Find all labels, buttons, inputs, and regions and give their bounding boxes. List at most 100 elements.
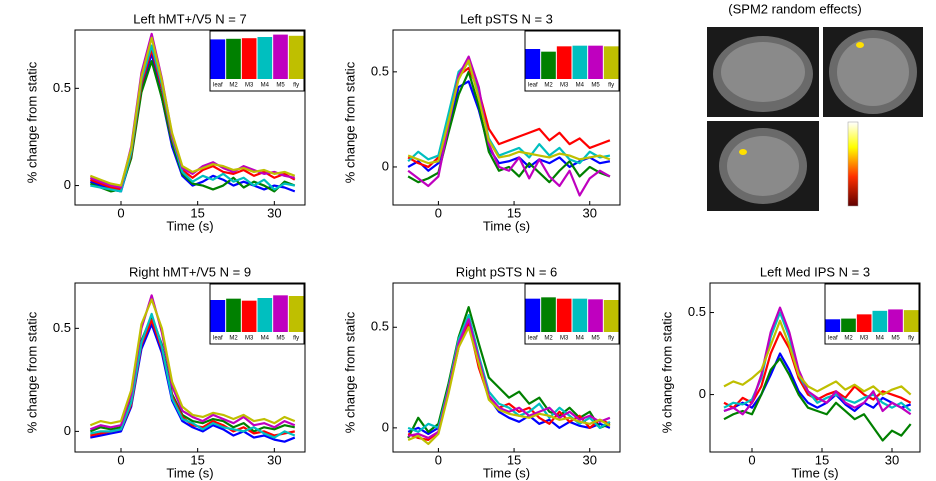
series-line <box>407 55 611 197</box>
x-axis-label: Time (s) <box>483 465 530 480</box>
inset-label: leaf <box>528 83 538 89</box>
inset-label: M5 <box>891 336 900 342</box>
series-line <box>723 331 912 409</box>
chart-panel: Right hMT+/V5 N = 9 Time (s) % change from… <box>24 264 306 480</box>
chart-title: Right pSTS N = 6 <box>456 264 558 279</box>
inset-label: M4 <box>576 83 585 89</box>
inset-label: M2 <box>229 83 238 89</box>
x-tick-label: 30 <box>885 452 899 467</box>
series-line <box>723 357 912 442</box>
inset-bar <box>257 298 273 332</box>
y-axis-label: % change from static <box>659 311 674 433</box>
x-tick-label: 0 <box>435 205 442 220</box>
inset-bar <box>226 298 241 332</box>
x-axis-label: Time (s) <box>166 465 213 480</box>
inset-label: M4 <box>261 83 270 89</box>
inset-bar <box>210 300 226 332</box>
y-tick-label: 0.5 <box>371 319 389 334</box>
y-axis-label: % change from static <box>24 311 39 433</box>
x-tick-label: 30 <box>267 205 281 220</box>
brain-panel: (SPM2 random effects) <box>707 1 923 211</box>
inset-label: M4 <box>576 336 585 342</box>
plot-border <box>74 282 306 453</box>
inset-label: M4 <box>261 336 270 342</box>
x-tick-label: 30 <box>582 205 596 220</box>
plot-border <box>709 282 921 453</box>
inset-bar <box>825 319 841 332</box>
inset-bar <box>241 300 257 332</box>
panel-title: (SPM2 random effects) <box>728 1 861 16</box>
x-tick-label: 15 <box>190 452 204 467</box>
chart-panel: Left pSTS N = 3 Time (s) % change from sta… <box>342 11 621 233</box>
inset-bar <box>273 34 288 79</box>
inset-label: leaf <box>528 336 538 342</box>
inset-bar <box>872 310 888 332</box>
x-axis-label: Time (s) <box>483 218 530 233</box>
y-axis-label: % change from static <box>24 61 39 183</box>
inset-label: M4 <box>876 336 885 342</box>
inset-label: M3 <box>245 83 254 89</box>
inset-label: M5 <box>591 83 600 89</box>
inset-bar <box>226 38 241 79</box>
x-tick-label: 30 <box>582 452 596 467</box>
x-axis-label: Time (s) <box>166 218 213 233</box>
inset-label: M3 <box>560 83 569 89</box>
y-axis-label: % change from static <box>342 311 357 433</box>
inset-label: fly <box>293 336 299 342</box>
inset-frame <box>824 283 920 345</box>
series-line <box>90 44 295 193</box>
series-line <box>407 61 611 165</box>
activation <box>739 149 747 155</box>
inset-label: M5 <box>276 336 285 342</box>
inset-bar <box>525 49 541 79</box>
brain <box>837 38 909 106</box>
y-tick-label: 0 <box>382 419 389 434</box>
inset-bar <box>572 45 588 79</box>
inset-label: M2 <box>544 336 553 342</box>
chart-title: Left hMT+/V5 N = 7 <box>133 11 246 26</box>
x-tick-label: 15 <box>507 452 521 467</box>
inset-bar <box>603 300 619 332</box>
y-tick-label: 0 <box>699 386 706 401</box>
inset-bar <box>288 296 304 332</box>
inset-label: fly <box>608 336 614 342</box>
inset-label: M2 <box>229 336 238 342</box>
x-tick-label: 0 <box>748 452 755 467</box>
inset-label: M2 <box>544 83 553 89</box>
chart-title: Left Med IPS N = 3 <box>760 264 870 279</box>
inset-label: leaf <box>213 336 223 342</box>
inset-bar <box>257 37 273 79</box>
inset-label: M3 <box>560 336 569 342</box>
inset-frame <box>209 283 305 345</box>
series-line <box>723 306 912 416</box>
inset-bar <box>541 297 556 332</box>
brain <box>721 42 805 102</box>
inset-bar <box>241 38 257 79</box>
x-tick-label: 15 <box>507 205 521 220</box>
inset-bar <box>556 298 572 332</box>
inset-label: M5 <box>276 83 285 89</box>
series-line <box>89 294 296 431</box>
inset-label: M3 <box>245 336 254 342</box>
inset-bar <box>841 318 856 332</box>
chart-title: Right hMT+/V5 N = 9 <box>129 264 251 279</box>
y-tick-label: 0.5 <box>371 63 389 78</box>
series-line <box>407 326 611 446</box>
inset-bar <box>556 46 572 79</box>
inset-label: leaf <box>213 83 223 89</box>
inset-bar <box>588 45 603 79</box>
inset-frame <box>209 30 305 92</box>
inset-bar <box>541 51 556 79</box>
x-tick-label: 15 <box>190 205 204 220</box>
chart-panel: Left Med IPS N = 3 Time (s) % change from … <box>659 264 921 480</box>
inset-label: M3 <box>860 336 869 342</box>
x-tick-label: 30 <box>267 452 281 467</box>
y-tick-label: 0 <box>382 158 389 173</box>
inset-bar <box>525 298 541 332</box>
inset-bar <box>903 310 919 332</box>
activation <box>856 42 864 48</box>
y-tick-label: 0 <box>64 177 71 192</box>
y-tick-label: 0.5 <box>53 80 71 95</box>
plot-border <box>74 29 306 206</box>
